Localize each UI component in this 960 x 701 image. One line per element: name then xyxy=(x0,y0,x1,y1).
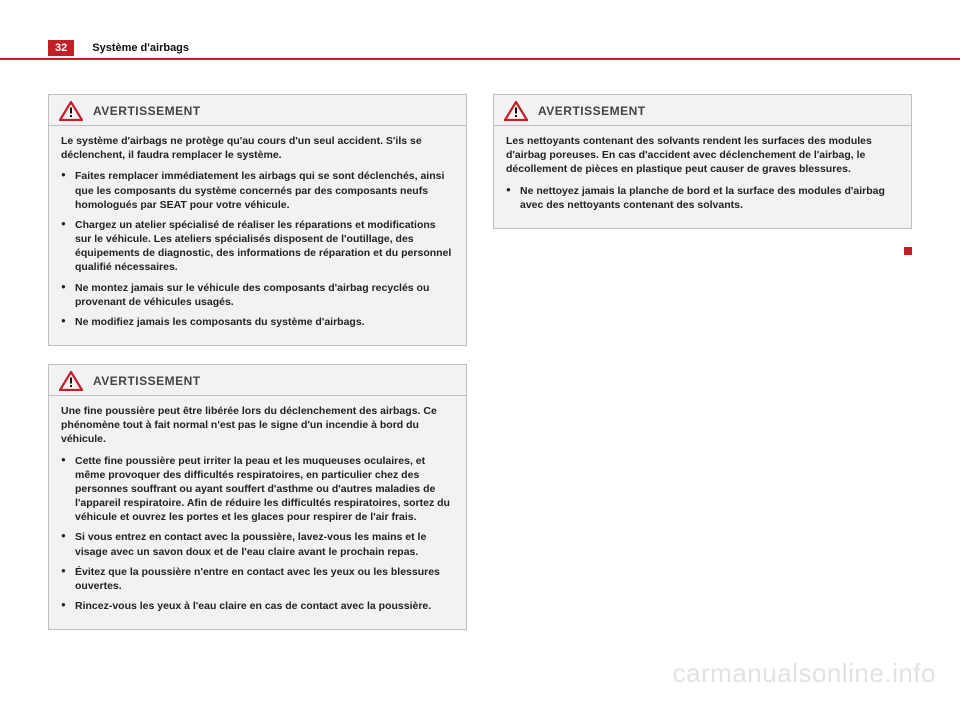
warning-bullet: Cette fine poussière peut irriter la pea… xyxy=(61,454,454,525)
warning-icon xyxy=(504,101,528,121)
warning-title: AVERTISSEMENT xyxy=(93,374,201,388)
warning-intro: Une fine poussière peut être libérée lor… xyxy=(61,404,454,447)
warning-bullets: Ne nettoyez jamais la planche de bord et… xyxy=(506,184,899,212)
warning-intro: Les nettoyants contenant des solvants re… xyxy=(506,134,899,177)
warning-body: Le système d'airbags ne protège qu'au co… xyxy=(49,126,466,345)
warning-box: AVERTISSEMENT Le système d'airbags ne pr… xyxy=(48,94,467,346)
page-header: 32 Système d'airbags xyxy=(48,40,912,56)
warning-header: AVERTISSEMENT xyxy=(494,95,911,126)
warning-title: AVERTISSEMENT xyxy=(538,104,646,118)
warning-body: Une fine poussière peut être libérée lor… xyxy=(49,396,466,629)
warning-body: Les nettoyants contenant des solvants re… xyxy=(494,126,911,228)
warning-icon xyxy=(59,371,83,391)
warning-bullets: Faites remplacer immédiatement les airba… xyxy=(61,169,454,329)
warning-box: AVERTISSEMENT Une fine poussière peut êt… xyxy=(48,364,467,630)
warning-bullet: Évitez que la poussière n'entre en conta… xyxy=(61,565,454,593)
header-rule xyxy=(0,58,960,60)
watermark: carmanualsonline.info xyxy=(673,658,936,689)
warning-intro: Le système d'airbags ne protège qu'au co… xyxy=(61,134,454,162)
warning-bullet: Faites remplacer immédiatement les airba… xyxy=(61,169,454,212)
right-column: AVERTISSEMENT Les nettoyants contenant d… xyxy=(493,94,912,648)
manual-page: 32 Système d'airbags AVERTISSEMENT Le sy… xyxy=(0,0,960,701)
section-title: Système d'airbags xyxy=(92,42,189,54)
warning-title: AVERTISSEMENT xyxy=(93,104,201,118)
warning-header: AVERTISSEMENT xyxy=(49,95,466,126)
warning-bullet: Ne modifiez jamais les composants du sys… xyxy=(61,315,454,329)
warning-bullet: Ne nettoyez jamais la planche de bord et… xyxy=(506,184,899,212)
content-columns: AVERTISSEMENT Le système d'airbags ne pr… xyxy=(48,94,912,648)
warning-bullet: Si vous entrez en contact avec la poussi… xyxy=(61,530,454,558)
warning-box: AVERTISSEMENT Les nettoyants contenant d… xyxy=(493,94,912,229)
page-number: 32 xyxy=(48,40,74,56)
warning-bullet: Ne montez jamais sur le véhicule des com… xyxy=(61,281,454,309)
warning-bullet: Rincez-vous les yeux à l'eau claire en c… xyxy=(61,599,454,613)
warning-header: AVERTISSEMENT xyxy=(49,365,466,396)
left-column: AVERTISSEMENT Le système d'airbags ne pr… xyxy=(48,94,467,648)
warning-bullets: Cette fine poussière peut irriter la pea… xyxy=(61,454,454,614)
warning-bullet: Chargez un atelier spécialisé de réalise… xyxy=(61,218,454,275)
warning-icon xyxy=(59,101,83,121)
section-end-marker xyxy=(904,247,912,255)
